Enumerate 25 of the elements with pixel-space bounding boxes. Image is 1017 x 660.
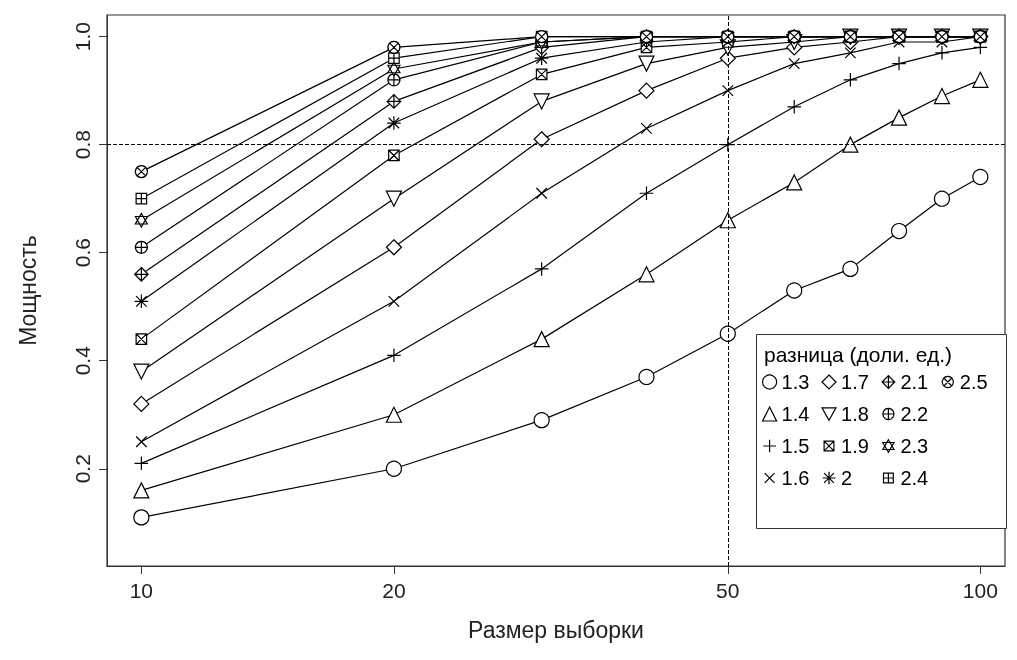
legend-label: 1.7 bbox=[841, 371, 869, 393]
legend-label: 2.1 bbox=[900, 371, 929, 393]
x-tick-label: 10 bbox=[129, 579, 154, 602]
legend-label: 1.8 bbox=[841, 403, 869, 425]
y-tick-label: 0.2 bbox=[71, 454, 94, 484]
x-tick-label: 50 bbox=[716, 579, 740, 602]
x-tick-label: 100 bbox=[962, 579, 998, 602]
legend-label: 1.9 bbox=[841, 435, 869, 457]
legend-label: 2.4 bbox=[900, 467, 929, 489]
x-axis-title: Размер выборки bbox=[468, 616, 644, 643]
legend-label: 2.5 bbox=[959, 371, 988, 393]
y-tick-label: 0.8 bbox=[71, 130, 94, 160]
legend-label: 2.3 bbox=[900, 435, 929, 457]
x-tick-label: 20 bbox=[382, 579, 406, 602]
legend-label: 1.5 bbox=[781, 435, 810, 457]
y-tick-label: 0.6 bbox=[71, 238, 94, 268]
y-tick-label: 0.4 bbox=[71, 345, 94, 376]
y-axis-title: Мощность bbox=[14, 235, 41, 346]
legend-label: 2.2 bbox=[900, 403, 929, 425]
legend-title: разница (доли. ед.) bbox=[764, 343, 953, 366]
legend-label: 2 bbox=[841, 467, 853, 489]
legend-label: 1.6 bbox=[781, 467, 810, 489]
legend-label: 1.3 bbox=[781, 371, 810, 393]
y-tick-label: 1.0 bbox=[71, 22, 94, 52]
legend-label: 1.4 bbox=[781, 403, 810, 425]
